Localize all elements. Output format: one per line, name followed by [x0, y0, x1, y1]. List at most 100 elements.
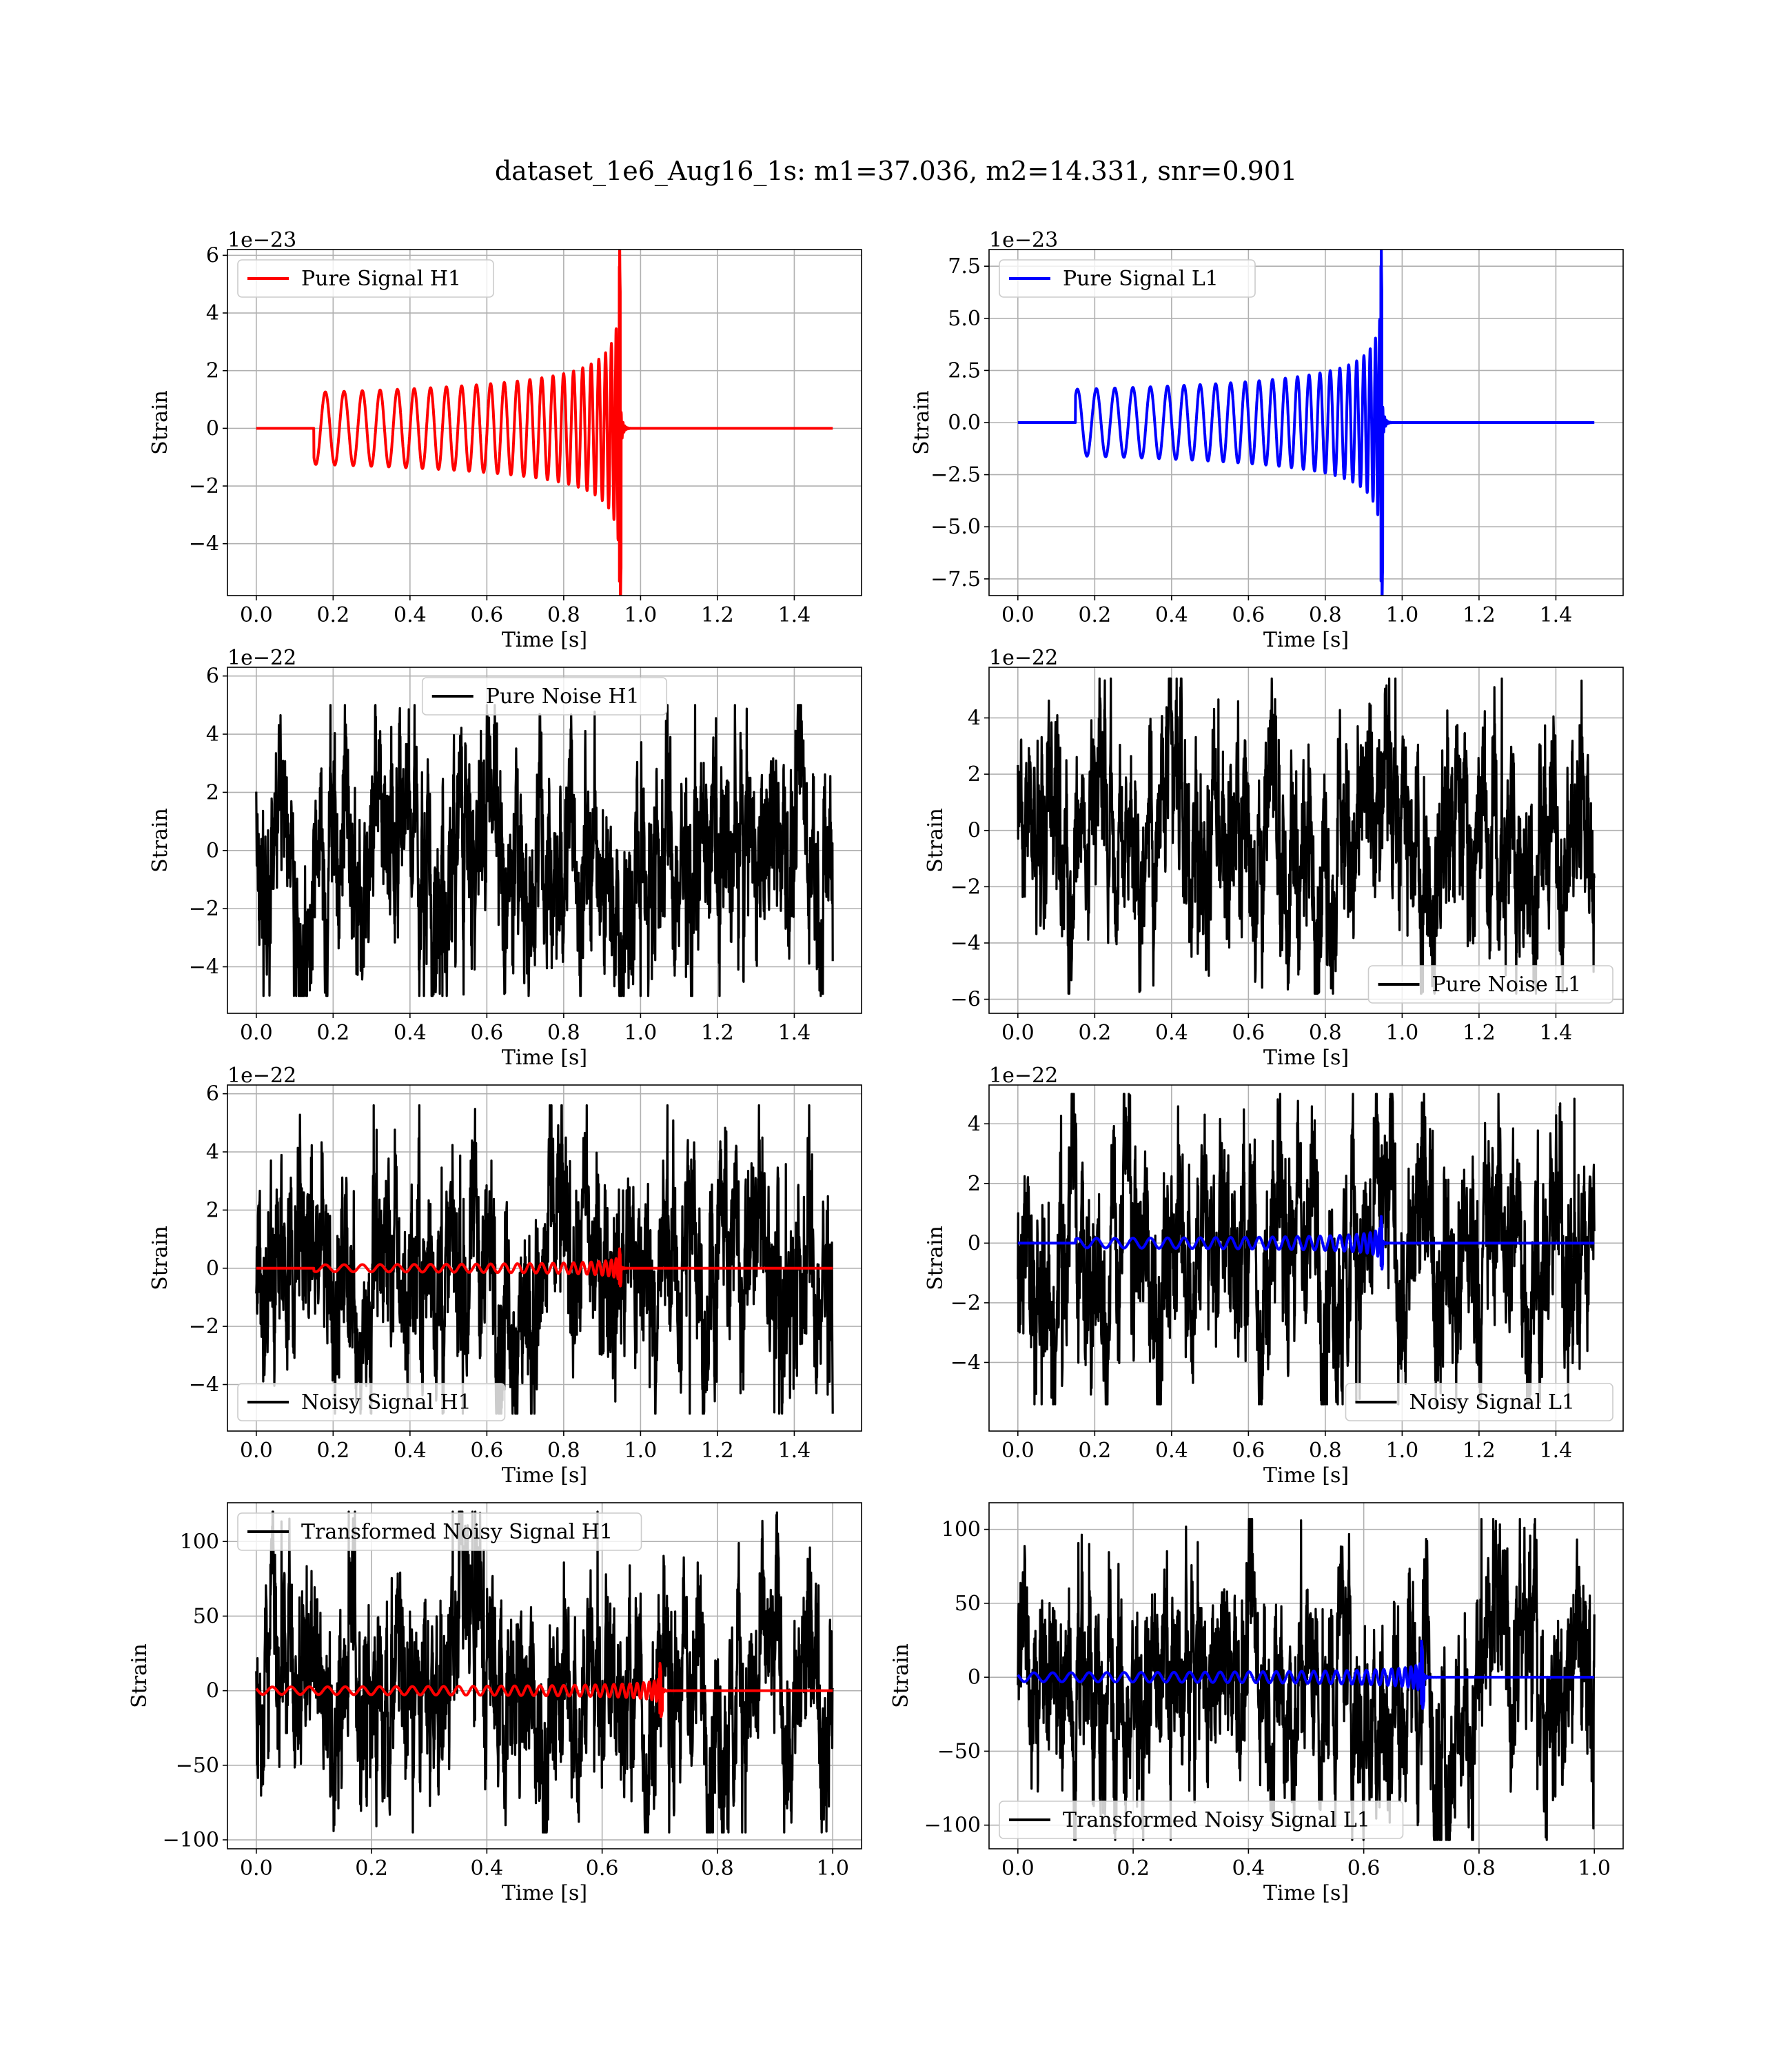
legend-frame: [1345, 1383, 1613, 1421]
x-tick-label: 1.0: [624, 603, 658, 627]
y-tick-label: −4: [189, 1373, 219, 1397]
x-tick-label: 0.4: [394, 603, 427, 627]
x-tick-label: 0.2: [316, 603, 349, 627]
figure-title: dataset_1e6_Aug16_1s: m1=37.036, m2=14.3…: [494, 156, 1298, 186]
x-tick-label: 0.8: [1309, 1439, 1342, 1463]
x-tick-label: 0.4: [394, 1439, 427, 1463]
x-tick-label: 0.4: [394, 1021, 427, 1045]
y-tick-label: 2: [206, 359, 219, 383]
y-tick-label: 6: [206, 1082, 219, 1106]
plot-area: [255, 1104, 834, 1415]
x-tick-label: 0.8: [1463, 1856, 1496, 1881]
offset-text: 1e−22: [227, 1064, 296, 1088]
y-tick-label: 0: [968, 1231, 981, 1255]
subplot-pure-noise-h1: 0.0 0.2 0.4 0.6 0.8 1.0 1.2 1.4 −4 −2 0 2 4 6 Time [s]…: [148, 646, 862, 1070]
y-axis-label: Strain: [148, 1226, 172, 1290]
series-line-overlay-1: [1017, 1215, 1596, 1271]
legend-frame: [999, 1801, 1404, 1839]
series-line-overlay-1: [1017, 1639, 1596, 1710]
legend-label: Pure Signal H1: [301, 267, 461, 291]
legend: Noisy Signal H1: [237, 1383, 506, 1421]
series-line-transformed-noisy-signal-l1: [1017, 1518, 1596, 1841]
subplot-noisy-signal-h1: 0.0 0.2 0.4 0.6 0.8 1.0 1.2 1.4 −4 −2 0 2 4 6 Time [s]…: [148, 1064, 862, 1488]
legend-label: Pure Noise L1: [1432, 973, 1582, 997]
x-tick-label: 0.6: [1232, 1439, 1265, 1463]
x-tick-label: 0.2: [1117, 1856, 1150, 1881]
axes-frame: [988, 1502, 1624, 1849]
legend: Pure Signal L1: [999, 259, 1256, 298]
x-tick-label: 1.4: [778, 1021, 811, 1045]
y-tick-label: 100: [180, 1530, 219, 1554]
legend-frame: [237, 259, 494, 298]
x-tick-label: 0.2: [316, 1439, 349, 1463]
offset-text: 1e−22: [227, 646, 296, 670]
x-tick-label: 1.0: [624, 1439, 658, 1463]
offset-text: 1e−22: [989, 646, 1058, 670]
x-tick-label: 1.0: [1386, 1439, 1419, 1463]
y-tick-label: 100: [941, 1518, 981, 1542]
y-tick-label: 2: [968, 762, 981, 787]
legend-label: Pure Noise H1: [486, 685, 640, 709]
series-line-noisy-signal-h1: [255, 1104, 834, 1415]
x-axis-label: Time [s]: [1263, 1463, 1349, 1488]
offset-text: 1e−23: [989, 228, 1058, 252]
legend-frame: [999, 259, 1256, 298]
plot-area: [1017, 677, 1596, 995]
legend: Pure Signal H1: [237, 259, 494, 298]
y-tick-label: −2: [189, 897, 219, 921]
y-tick-label: −4: [189, 955, 219, 980]
series-line-transformed-noisy-signal-h1: [255, 1510, 834, 1834]
y-tick-label: 2: [206, 1198, 219, 1222]
x-tick-label: 1.4: [1540, 1439, 1573, 1463]
y-tick-label: −4: [189, 532, 219, 556]
x-axis-label: Time [s]: [1263, 1046, 1349, 1070]
y-tick-label: 4: [206, 301, 219, 325]
axes-frame: [227, 667, 862, 1014]
y-tick-label: −50: [937, 1739, 981, 1763]
x-tick-label: 0.2: [355, 1856, 388, 1881]
offset-text: 1e−23: [227, 228, 296, 252]
x-tick-label: 1.0: [1578, 1856, 1611, 1881]
y-tick-label: 4: [206, 1140, 219, 1164]
y-tick-label: 4: [206, 722, 219, 747]
y-axis-label: Strain: [128, 1643, 152, 1708]
x-tick-label: 1.0: [816, 1856, 849, 1881]
legend: Noisy Signal L1: [1345, 1383, 1613, 1421]
x-tick-label: 0.4: [1155, 1021, 1188, 1045]
plot-area: [255, 1510, 834, 1834]
legend-label: Transformed Noisy Signal H1: [301, 1520, 613, 1544]
y-axis-label: Strain: [148, 808, 172, 873]
series-line-pure-noise-h1: [255, 704, 834, 997]
x-tick-label: 0.2: [316, 1021, 349, 1045]
x-tick-label: 1.2: [1463, 603, 1496, 627]
axes-frame: [227, 249, 862, 596]
y-tick-label: −6: [950, 988, 981, 1012]
y-tick-label: −50: [176, 1754, 219, 1778]
x-tick-label: 0.0: [1001, 1856, 1035, 1881]
x-tick-label: 1.4: [1540, 1021, 1573, 1045]
y-tick-label: 7.5: [948, 254, 981, 278]
axes-frame: [227, 1502, 862, 1849]
x-tick-label: 1.4: [1540, 603, 1573, 627]
legend: Pure Noise H1: [421, 677, 668, 716]
y-tick-label: −7.5: [930, 567, 981, 591]
legend-frame: [421, 677, 668, 716]
subplot-pure-signal-h1: 0.0 0.2 0.4 0.6 0.8 1.0 1.2 1.4 −4 −2 0 2 4 6 Time [s]…: [148, 228, 862, 652]
series-line-pure-signal-h1: [255, 250, 834, 596]
x-tick-label: 0.0: [240, 1439, 273, 1463]
y-tick-label: 5.0: [948, 307, 981, 331]
x-axis-label: Time [s]: [1263, 1881, 1349, 1905]
x-axis-label: Time [s]: [1263, 628, 1349, 652]
x-tick-label: 1.2: [701, 1021, 734, 1045]
y-tick-label: 0: [206, 1679, 219, 1703]
x-axis-label: Time [s]: [502, 1463, 587, 1488]
axes-frame: [988, 667, 1624, 1014]
y-tick-label: 0: [206, 416, 219, 440]
y-tick-label: −2: [950, 875, 981, 899]
x-tick-label: 1.2: [1463, 1439, 1496, 1463]
x-tick-label: 0.8: [1309, 603, 1342, 627]
y-axis-label: Strain: [910, 390, 934, 455]
y-tick-label: −4: [950, 931, 981, 955]
x-tick-label: 0.4: [1155, 603, 1188, 627]
